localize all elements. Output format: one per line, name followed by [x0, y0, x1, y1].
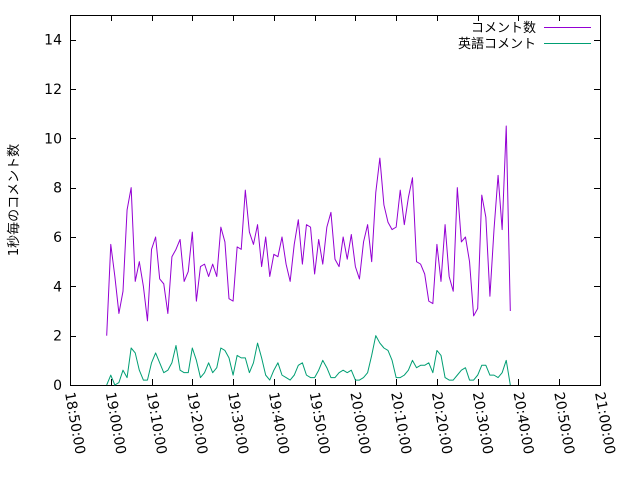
x-tick-label: 21:00:00	[591, 391, 618, 456]
legend-label: 英語コメント	[458, 36, 536, 52]
y-tick-label: 6	[53, 230, 62, 246]
y-tick-label: 8	[53, 181, 62, 197]
x-tick-label: 20:50:00	[550, 391, 577, 456]
x-axis: 18:50:00 19:00:00 19:10:00 19:20:00 19:30:00…	[61, 15, 618, 456]
series-layer	[106, 125, 511, 386]
y-axis: 0 2 4 6 8 10 12 14	[44, 33, 600, 394]
legend-label: コメント数	[471, 21, 536, 36]
y-tick-label: 12	[44, 82, 62, 98]
x-tick-label: 20:10:00	[387, 391, 414, 456]
x-tick-label: 19:00:00	[102, 391, 129, 456]
y-tick-label: 0	[53, 378, 62, 394]
x-tick-label: 20:40:00	[510, 391, 537, 456]
x-tick-label: 20:00:00	[346, 391, 373, 456]
x-tick-label: 19:40:00	[265, 391, 292, 456]
x-tick-label: 19:20:00	[183, 391, 210, 456]
x-tick-label: 19:30:00	[224, 391, 251, 456]
y-tick-label: 4	[53, 279, 62, 295]
x-tick-label: 20:30:00	[469, 391, 496, 456]
y-tick-label: 10	[44, 131, 62, 147]
x-tick-label: 20:20:00	[428, 391, 455, 456]
plot-frame	[70, 15, 601, 386]
x-tick-label: 19:50:00	[306, 391, 333, 456]
series-line-1	[106, 125, 511, 336]
x-tick-label: 19:10:00	[143, 391, 170, 456]
y-tick-label: 14	[44, 33, 62, 49]
y-tick-label: 2	[53, 329, 62, 345]
y-axis-label: 1秒毎のコメント数	[6, 144, 22, 256]
series-line-2	[106, 335, 511, 386]
x-tick-label: 18:50:00	[61, 391, 88, 456]
